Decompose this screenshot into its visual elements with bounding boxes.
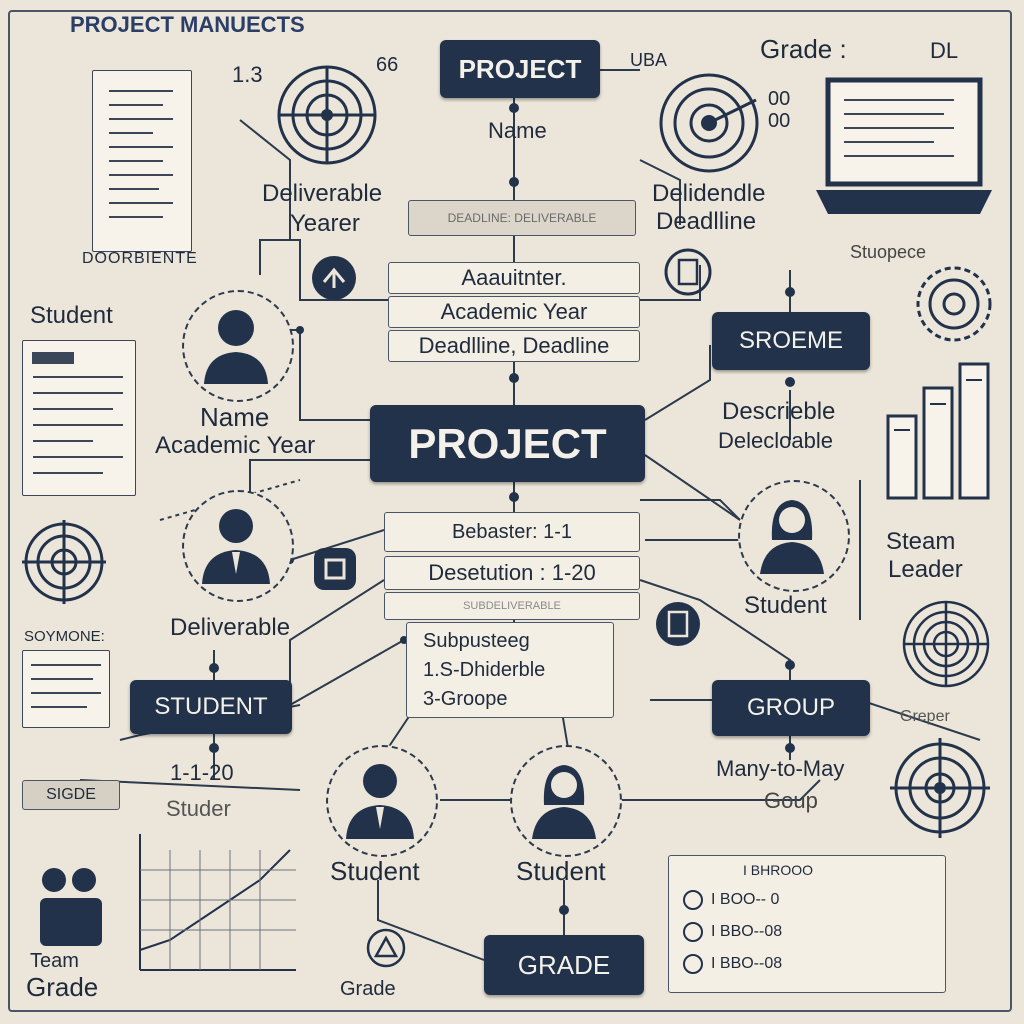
label-00-bottom: 00: [768, 110, 791, 132]
student-bottom-1-label: Student: [330, 856, 420, 886]
student-left-label: Student: [30, 302, 113, 329]
name-left-label: Name: [200, 402, 270, 432]
diagram-frame: [8, 10, 1012, 1012]
deliverable-label: Deliverable: [262, 180, 383, 207]
student-avatar-5: [510, 745, 622, 857]
studer-label: Studer: [166, 796, 231, 821]
student-avatar-4: [326, 745, 438, 857]
stuopece-label: Stuopece: [850, 242, 927, 262]
student-avatar-1: [182, 290, 294, 402]
deleclable-label: Delecloable: [718, 428, 833, 453]
laptop-icon: [816, 77, 992, 214]
project-center-node[interactable]: PROJECT: [370, 405, 645, 482]
grade-bottom-label: Grade: [340, 978, 396, 1000]
target-icon: [890, 738, 990, 838]
steam-label: Steam: [886, 528, 956, 555]
academic-year-field: Academic Year: [388, 296, 640, 328]
deadlline-label: Deadlline: [656, 208, 757, 235]
page-title: PROJECT MANUECTS: [70, 12, 305, 37]
radar-icon: [659, 73, 759, 173]
document-sheet-3: [22, 650, 110, 728]
grade-node[interactable]: GRADE: [484, 935, 644, 995]
target-icon: [22, 520, 106, 604]
student-avatar-3: [738, 480, 850, 592]
sub-line-1: Subpusteeg: [423, 629, 530, 652]
range-left-label: 1-1-20: [170, 760, 234, 785]
circle-bullet-icon: [683, 922, 703, 942]
top-field-bar: DEADLINE: DELIVERABLE: [408, 200, 636, 236]
describle-label: Descrieble: [722, 398, 836, 425]
document-sheet-2: [22, 340, 136, 496]
target-icon: [277, 65, 377, 165]
name-top-label: Name: [488, 118, 547, 143]
deliverable-mid-label: Deliverable: [170, 614, 291, 641]
square-icon: [314, 548, 356, 590]
document-sheet-1: [92, 70, 192, 252]
academic-year-left-label: Academic Year: [155, 432, 316, 459]
bebaster-field: Bebaster: 1-1: [384, 512, 640, 552]
person-female-icon: [760, 500, 824, 574]
label-66: 66: [376, 54, 399, 76]
sub-field: Subpusteeg 1.S-Dhiderble 3-Groope: [406, 622, 614, 718]
list-lines: [31, 664, 101, 708]
grepey-label: Greper: [900, 708, 950, 725]
project-top-node[interactable]: PROJECT: [440, 40, 600, 98]
list-lines: [32, 352, 123, 474]
document-icon: [664, 248, 712, 296]
file-icon: [656, 602, 700, 646]
student-bottom-2-label: Student: [516, 856, 606, 886]
group-node[interactable]: GROUP: [712, 680, 870, 736]
sigde-badge: SIGDE: [22, 780, 120, 810]
leader-label: Leader: [888, 556, 963, 583]
student-avatar-2: [182, 490, 294, 602]
list-row: I BBO--08: [683, 954, 782, 974]
sub-line-2: 1.S-Dhiderble: [423, 658, 546, 681]
student-right-label: Student: [744, 592, 827, 619]
person-icon: [204, 310, 268, 384]
circle-bullet-icon: [683, 890, 703, 910]
doorbiente-label: DOORBIENTE: [82, 250, 198, 267]
gear-icon: [916, 266, 992, 342]
sovmone-label: SOYMONE:: [24, 628, 105, 645]
circle-bullet-icon: [683, 954, 703, 974]
team-icon: [40, 868, 102, 946]
team-grade-label: Grade: [26, 972, 99, 1002]
list-row: I BBO--08: [683, 922, 782, 942]
list-row-text: I BBO--08: [711, 955, 783, 972]
yearer-label: Yearer: [290, 210, 360, 237]
bar-stack-icon: [886, 362, 990, 500]
student-node[interactable]: STUDENT: [130, 680, 292, 734]
share-icon: [312, 256, 356, 300]
list-row-text: I BBO--08: [711, 923, 783, 940]
deadline-field: Deadlline, Deadline: [388, 330, 640, 362]
label-grade-top: Grade :: [760, 34, 847, 64]
desetution-field: Desetution : 1-20: [384, 556, 640, 590]
list-row: I BOO-- 0: [683, 890, 779, 910]
list-lines: [109, 90, 173, 218]
list-panel: I BHROOO I BOO-- 0 I BBO--08 I BBO--08: [668, 855, 946, 993]
label-1-3: 1.3: [232, 62, 263, 87]
many-to-many-label: Many-to-May: [716, 756, 845, 781]
label-00-top: 00: [768, 88, 791, 110]
label-uba: UBA: [630, 50, 668, 70]
delidendle-label: Delidendle: [652, 180, 766, 207]
list-header: I BHROOO: [743, 862, 814, 878]
chart-grid-icon: [139, 834, 296, 971]
team-label: Team: [30, 950, 79, 972]
blank-field: SUBDELIVERABLE: [384, 592, 640, 620]
warning-icon: [366, 928, 406, 968]
adm-field: Aaauitnter.: [388, 262, 640, 294]
sroeme-node[interactable]: SROEME: [712, 312, 870, 370]
fingerprint-icon: [902, 600, 990, 688]
goup-label: Goup: [764, 788, 818, 813]
list-row-text: I BOO-- 0: [711, 891, 780, 908]
person-female-icon: [532, 765, 596, 839]
person-tie-icon: [346, 764, 414, 839]
sub-line-3: 3-Groope: [423, 687, 508, 710]
person-tie-icon: [202, 509, 270, 584]
label-dl: DL: [930, 38, 959, 63]
